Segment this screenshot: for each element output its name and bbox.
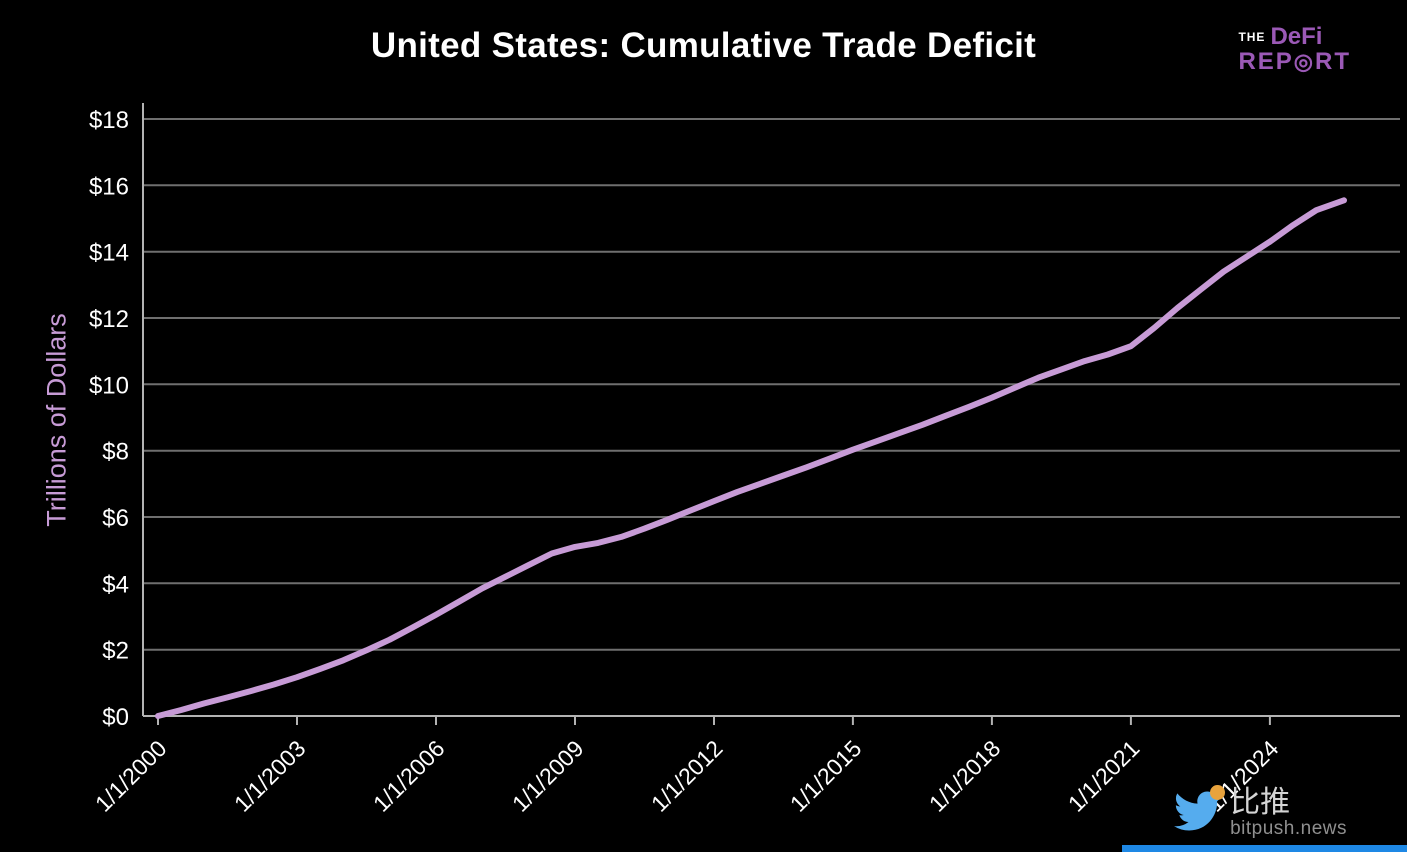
logo-defi-text: DeFi	[1270, 23, 1323, 50]
x-tick-label: 1/1/2000	[90, 735, 172, 817]
x-tick-label: 1/1/2018	[924, 735, 1006, 817]
x-tick-label: 1/1/2006	[368, 735, 450, 817]
chart-title: United States: Cumulative Trade Deficit	[370, 26, 1037, 65]
y-tick-label: $4	[102, 571, 129, 598]
watermark-text: 比推 bitpush.news	[1230, 785, 1347, 841]
bottom-blue-bar	[1122, 845, 1407, 852]
logo-report-post: RT	[1315, 48, 1351, 76]
logo-line1: THE DeFi	[1238, 24, 1351, 49]
y-tick-label: $16	[89, 173, 129, 200]
x-tick-label: 1/1/2009	[507, 735, 589, 817]
twitter-bird-icon	[1174, 784, 1226, 835]
logo-report-text: REP◎RT	[1238, 49, 1351, 74]
y-tick-label: $12	[89, 306, 129, 333]
bitpush-watermark: 比推 bitpush.news	[1174, 784, 1347, 841]
logo-target-o-icon: ◎	[1293, 49, 1315, 75]
y-tick-label: $18	[89, 107, 129, 134]
x-tick-label: 1/1/2021	[1063, 735, 1145, 817]
x-tick-label: 1/1/2003	[229, 735, 311, 817]
logo-the-text: THE	[1238, 30, 1266, 44]
y-tick-label: $2	[102, 638, 129, 665]
bitcoin-coin-icon	[1210, 784, 1226, 800]
y-tick-label: $8	[102, 439, 129, 466]
y-tick-label: $14	[89, 240, 129, 267]
defi-report-logo: THE DeFi REP◎RT	[1238, 24, 1351, 74]
watermark-cjk-name: 比推	[1230, 785, 1291, 819]
y-tick-label: $6	[102, 505, 129, 532]
x-tick-label: 1/1/2012	[646, 735, 728, 817]
y-tick-label: $10	[89, 372, 129, 399]
logo-report-pre: REP	[1238, 48, 1294, 76]
watermark-domain: bitpush.news	[1230, 818, 1347, 839]
x-tick-label: 1/1/2015	[785, 735, 867, 817]
y-tick-label: $0	[102, 704, 129, 731]
series-line-cumulative-trade-deficit	[155, 197, 1347, 719]
